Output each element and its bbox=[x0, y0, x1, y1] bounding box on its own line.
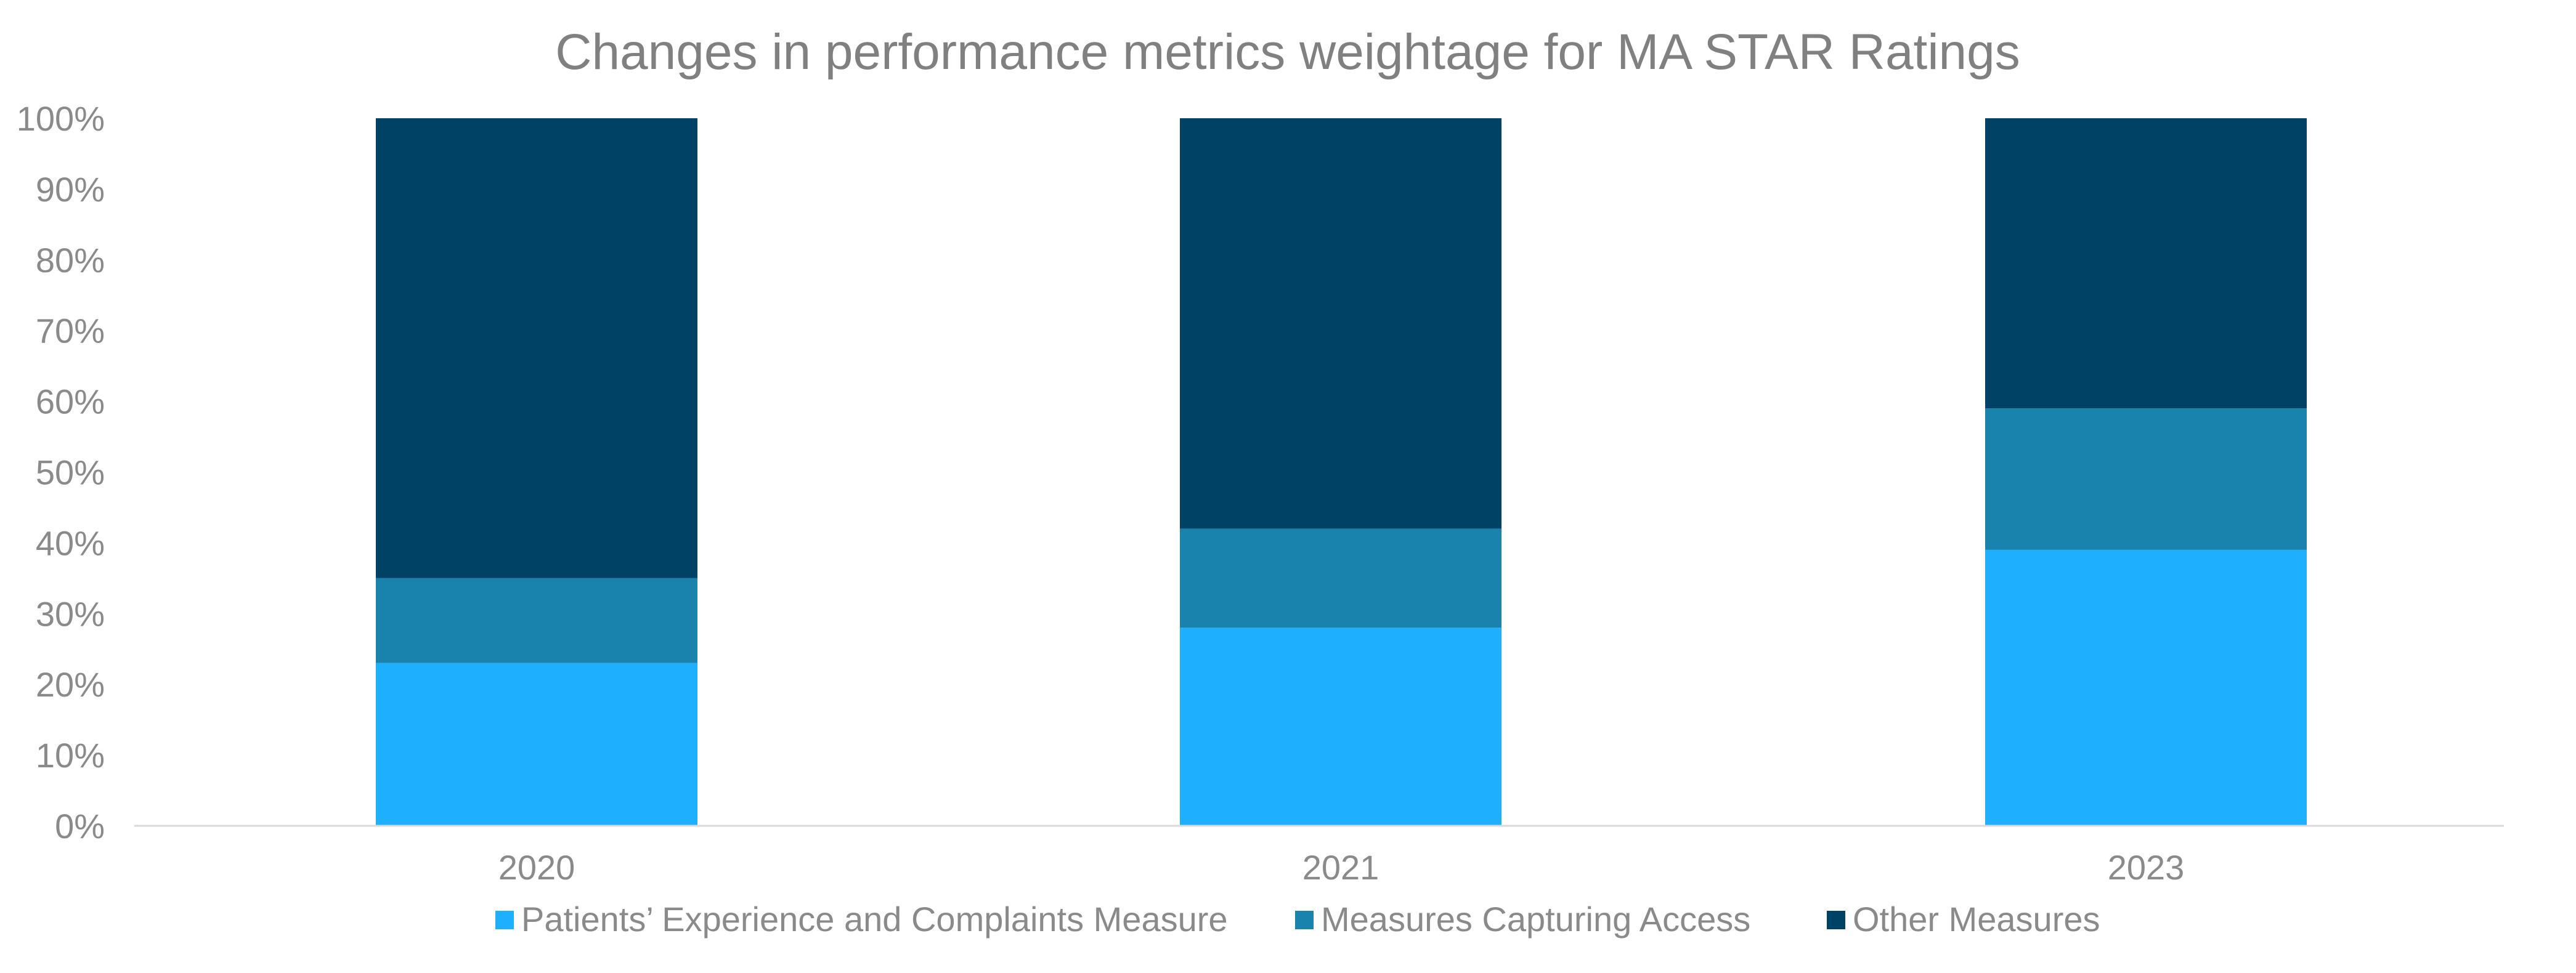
legend-swatch bbox=[495, 911, 514, 929]
y-tick-label: 0% bbox=[55, 807, 105, 846]
legend-label: Measures Capturing Access bbox=[1321, 900, 1750, 939]
bar-segment-2021-series-1 bbox=[1180, 528, 1501, 628]
x-tick-label: 2023 bbox=[2108, 848, 2185, 887]
legend-item-0: Patients’ Experience and Complaints Meas… bbox=[495, 900, 1228, 939]
legend-label: Other Measures bbox=[1853, 900, 2100, 939]
y-tick-label: 80% bbox=[36, 241, 105, 280]
y-tick-label: 50% bbox=[36, 453, 105, 492]
x-axis-tick-labels: 2020 2021 2023 bbox=[498, 848, 2185, 887]
bar-segment-2023-series-1 bbox=[1985, 408, 2307, 550]
y-tick-label: 70% bbox=[36, 312, 105, 350]
bar-segment-2020-series-2 bbox=[376, 118, 697, 578]
chart-title: Changes in performance metrics weightage… bbox=[555, 24, 2020, 80]
bar-series-group bbox=[376, 118, 2307, 826]
bar-segment-2021-series-2 bbox=[1180, 118, 1501, 529]
legend: Patients’ Experience and Complaints Meas… bbox=[495, 900, 2100, 939]
bar-segment-2023-series-0 bbox=[1985, 549, 2307, 826]
y-tick-label: 100% bbox=[17, 99, 105, 138]
y-axis-tick-labels: 0% 10% 20% 30% 40% 50% 60% 70% 80% 90% 100% bbox=[17, 99, 105, 846]
y-tick-label: 90% bbox=[36, 170, 105, 209]
y-tick-label: 60% bbox=[36, 382, 105, 421]
legend-swatch bbox=[1827, 911, 1845, 929]
y-tick-label: 10% bbox=[36, 736, 105, 775]
bar-segment-2020-series-0 bbox=[376, 663, 697, 826]
y-tick-label: 40% bbox=[36, 523, 105, 562]
x-tick-label: 2021 bbox=[1302, 848, 1379, 887]
bar-segment-2021-series-0 bbox=[1180, 628, 1501, 826]
x-tick-label: 2020 bbox=[498, 848, 575, 887]
bar-segment-2023-series-2 bbox=[1985, 118, 2307, 409]
legend-item-1: Measures Capturing Access bbox=[1295, 900, 1750, 939]
y-tick-label: 20% bbox=[36, 665, 105, 704]
y-tick-label: 30% bbox=[36, 594, 105, 633]
legend-label: Patients’ Experience and Complaints Meas… bbox=[521, 900, 1228, 939]
bar-segment-2020-series-1 bbox=[376, 578, 697, 663]
legend-item-2: Other Measures bbox=[1827, 900, 2100, 939]
legend-swatch bbox=[1295, 911, 1314, 929]
